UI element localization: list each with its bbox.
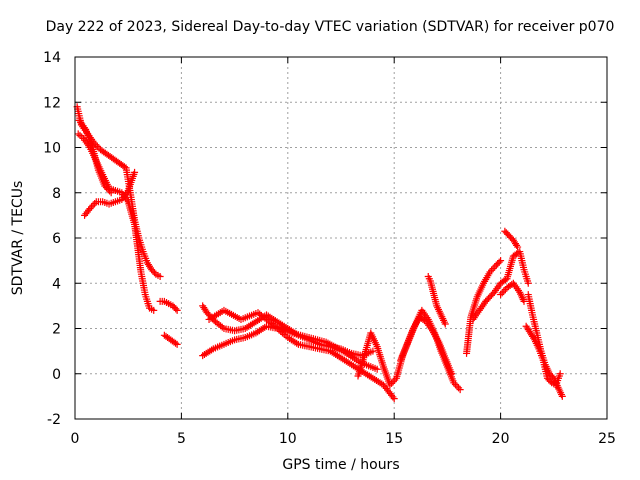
data-point	[558, 392, 566, 400]
data-point	[89, 201, 97, 209]
data-point	[455, 384, 463, 392]
data-point	[269, 321, 277, 329]
y-axis-label: SDTVAR / TECUs	[10, 180, 26, 296]
data-point	[491, 263, 499, 271]
y-tick-label: 4	[52, 276, 61, 292]
y-tick-label: 12	[43, 95, 61, 111]
x-tick-label: 20	[492, 431, 510, 447]
data-point	[390, 395, 398, 403]
data-point	[497, 291, 505, 299]
data-point	[389, 393, 397, 401]
y-tick-label: 10	[43, 141, 61, 157]
y-tick-label: 6	[52, 231, 61, 247]
data-point	[150, 306, 158, 314]
data-point	[173, 340, 181, 348]
data-point	[456, 386, 464, 394]
data-point	[218, 323, 226, 331]
data-point	[173, 306, 181, 314]
data-point	[156, 272, 164, 280]
x-tick-label: 25	[598, 431, 616, 447]
data-point	[489, 265, 497, 273]
data-point	[104, 185, 112, 193]
y-tick-label: -2	[47, 412, 61, 428]
data-point	[500, 287, 508, 295]
data-point	[488, 266, 496, 274]
data-point	[391, 376, 399, 384]
y-tick-label: 2	[52, 322, 61, 338]
data-point	[91, 199, 99, 207]
data-point	[106, 187, 114, 195]
data-point	[172, 305, 180, 313]
data-point	[486, 268, 494, 276]
data-point	[524, 279, 532, 287]
data-point	[93, 142, 101, 150]
data-point	[87, 203, 95, 211]
data-point	[102, 184, 110, 192]
data-point	[441, 320, 449, 328]
data-points	[73, 103, 566, 403]
data-point	[86, 205, 94, 213]
data-point	[150, 269, 158, 277]
data-point	[513, 241, 521, 249]
data-point	[450, 379, 458, 387]
data-point	[448, 370, 456, 378]
data-point	[107, 189, 115, 197]
data-point	[495, 258, 503, 266]
x-tick-label: 0	[71, 431, 80, 447]
data-point	[497, 257, 505, 265]
x-tick-label: 15	[385, 431, 403, 447]
data-point	[514, 243, 522, 251]
data-point	[556, 370, 564, 378]
data-point	[530, 334, 538, 342]
y-tick-label: 14	[43, 50, 61, 66]
x-axis-label: GPS time / hours	[282, 457, 400, 473]
x-tick-label: 5	[177, 431, 186, 447]
data-point	[101, 182, 109, 190]
axis-ticks: 0 5 10 15 20 25 -2 0 2 4 6 8 10 12 14	[43, 50, 616, 447]
data-point	[373, 365, 381, 373]
data-point	[389, 378, 397, 386]
y-tick-label: 0	[52, 367, 61, 383]
grid-lines	[75, 57, 607, 419]
data-point	[453, 382, 461, 390]
data-point	[546, 377, 554, 385]
data-point	[386, 381, 394, 389]
x-tick-label: 10	[279, 431, 297, 447]
data-point	[172, 339, 180, 347]
plot-frame	[74, 56, 608, 420]
chart-title: Day 222 of 2023, Sidereal Day-to-day VTE…	[45, 19, 615, 35]
data-point	[451, 380, 459, 388]
y-tick-label: 8	[52, 186, 61, 202]
data-point	[131, 168, 139, 176]
data-point	[388, 379, 396, 387]
data-point	[498, 289, 506, 297]
